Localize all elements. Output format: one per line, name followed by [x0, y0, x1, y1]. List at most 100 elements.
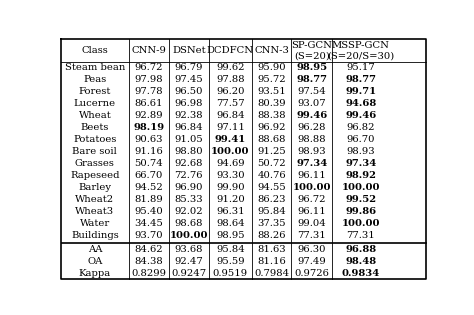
Text: 92.38: 92.38 [174, 111, 203, 120]
Text: 91.20: 91.20 [216, 195, 245, 204]
Text: 0.8299: 0.8299 [131, 269, 166, 278]
Text: 93.68: 93.68 [174, 245, 203, 254]
Text: 92.02: 92.02 [174, 207, 203, 216]
Text: 77.31: 77.31 [297, 231, 326, 240]
Text: 96.31: 96.31 [216, 207, 245, 216]
Text: 96.84: 96.84 [216, 111, 245, 120]
Text: 98.80: 98.80 [174, 147, 203, 156]
Text: Wheat2: Wheat2 [75, 195, 114, 204]
Text: 95.40: 95.40 [134, 207, 163, 216]
Text: 97.98: 97.98 [134, 75, 163, 84]
Text: 92.89: 92.89 [134, 111, 163, 120]
Text: 92.47: 92.47 [174, 257, 203, 266]
Text: 84.38: 84.38 [134, 257, 163, 266]
Text: 95.84: 95.84 [216, 245, 245, 254]
Text: 99.04: 99.04 [297, 219, 326, 228]
Text: 97.49: 97.49 [297, 257, 326, 266]
Text: 88.26: 88.26 [257, 231, 286, 240]
Text: 100.00: 100.00 [292, 183, 331, 192]
Text: 99.52: 99.52 [345, 195, 376, 204]
Text: 97.34: 97.34 [296, 159, 328, 168]
Text: 91.16: 91.16 [134, 147, 163, 156]
Text: 98.93: 98.93 [346, 147, 375, 156]
Text: 0.9519: 0.9519 [213, 269, 248, 278]
Text: 88.68: 88.68 [257, 135, 286, 144]
Text: 99.90: 99.90 [216, 183, 245, 192]
Text: 96.11: 96.11 [297, 171, 326, 180]
Text: 98.64: 98.64 [216, 219, 245, 228]
Text: 95.59: 95.59 [216, 257, 245, 266]
Text: Buildings: Buildings [71, 231, 118, 240]
Text: 94.55: 94.55 [257, 183, 286, 192]
Text: 95.84: 95.84 [257, 207, 286, 216]
Text: Grasses: Grasses [75, 159, 115, 168]
Text: SP-GCN
(S=20): SP-GCN (S=20) [291, 41, 332, 60]
Text: DSNet: DSNet [172, 46, 206, 55]
Text: 94.69: 94.69 [216, 159, 245, 168]
Text: 84.62: 84.62 [134, 245, 163, 254]
Text: 98.95: 98.95 [296, 63, 327, 72]
Text: 99.71: 99.71 [345, 87, 376, 96]
Text: 96.98: 96.98 [174, 99, 203, 108]
Text: 98.77: 98.77 [296, 75, 327, 84]
Text: 100.00: 100.00 [170, 231, 208, 240]
Text: 0.7984: 0.7984 [254, 269, 289, 278]
Text: 99.41: 99.41 [215, 135, 246, 144]
Text: Rapeseed: Rapeseed [70, 171, 119, 180]
Text: 50.74: 50.74 [134, 159, 163, 168]
Text: 93.30: 93.30 [216, 171, 245, 180]
Text: CNN-9: CNN-9 [131, 46, 166, 55]
Text: MSSP-GCN
(S=20/S=30): MSSP-GCN (S=20/S=30) [327, 41, 394, 60]
Text: 98.19: 98.19 [133, 123, 164, 132]
Text: Bare soil: Bare soil [73, 147, 117, 156]
Text: 98.68: 98.68 [174, 219, 203, 228]
Text: 66.70: 66.70 [135, 171, 163, 180]
Text: 96.72: 96.72 [298, 195, 326, 204]
Text: Barley: Barley [78, 183, 111, 192]
Text: 94.52: 94.52 [134, 183, 163, 192]
Text: 96.72: 96.72 [135, 63, 163, 72]
Text: Wheat3: Wheat3 [75, 207, 114, 216]
Text: Wheat: Wheat [79, 111, 111, 120]
Text: Kappa: Kappa [79, 269, 111, 278]
Text: 96.28: 96.28 [298, 123, 326, 132]
Text: 98.48: 98.48 [345, 257, 376, 266]
Text: 81.16: 81.16 [257, 257, 286, 266]
Text: 81.89: 81.89 [134, 195, 163, 204]
Text: Forest: Forest [79, 87, 111, 96]
Text: 94.68: 94.68 [345, 99, 376, 108]
Text: 96.88: 96.88 [345, 245, 376, 254]
Text: 96.79: 96.79 [174, 63, 203, 72]
Text: 91.05: 91.05 [174, 135, 203, 144]
Text: OA: OA [87, 257, 102, 266]
Text: 99.46: 99.46 [345, 111, 376, 120]
Text: 96.11: 96.11 [297, 207, 326, 216]
Text: 0.9726: 0.9726 [294, 269, 329, 278]
Text: CNN-3: CNN-3 [254, 46, 289, 55]
Text: Steam bean: Steam bean [64, 63, 125, 72]
Text: Lucerne: Lucerne [74, 99, 116, 108]
Text: 98.92: 98.92 [345, 171, 376, 180]
Text: 96.84: 96.84 [174, 123, 203, 132]
Text: 95.72: 95.72 [257, 75, 286, 84]
Text: 77.31: 77.31 [346, 231, 375, 240]
Text: 98.95: 98.95 [216, 231, 245, 240]
Text: 98.88: 98.88 [297, 135, 326, 144]
Text: 98.77: 98.77 [345, 75, 376, 84]
Text: 92.68: 92.68 [174, 159, 203, 168]
Text: 81.63: 81.63 [257, 245, 286, 254]
Text: 80.39: 80.39 [257, 99, 286, 108]
Text: 93.07: 93.07 [297, 99, 326, 108]
Text: 88.38: 88.38 [257, 111, 286, 120]
Text: 96.30: 96.30 [298, 245, 326, 254]
Text: 91.25: 91.25 [257, 147, 286, 156]
Text: Potatoes: Potatoes [73, 135, 117, 144]
Text: 50.72: 50.72 [257, 159, 286, 168]
Text: 0.9247: 0.9247 [171, 269, 206, 278]
Text: Class: Class [82, 46, 108, 55]
Text: Peas: Peas [83, 75, 107, 84]
Text: 96.90: 96.90 [174, 183, 203, 192]
Text: 97.54: 97.54 [297, 87, 326, 96]
Text: 99.46: 99.46 [296, 111, 328, 120]
Text: 86.23: 86.23 [257, 195, 286, 204]
